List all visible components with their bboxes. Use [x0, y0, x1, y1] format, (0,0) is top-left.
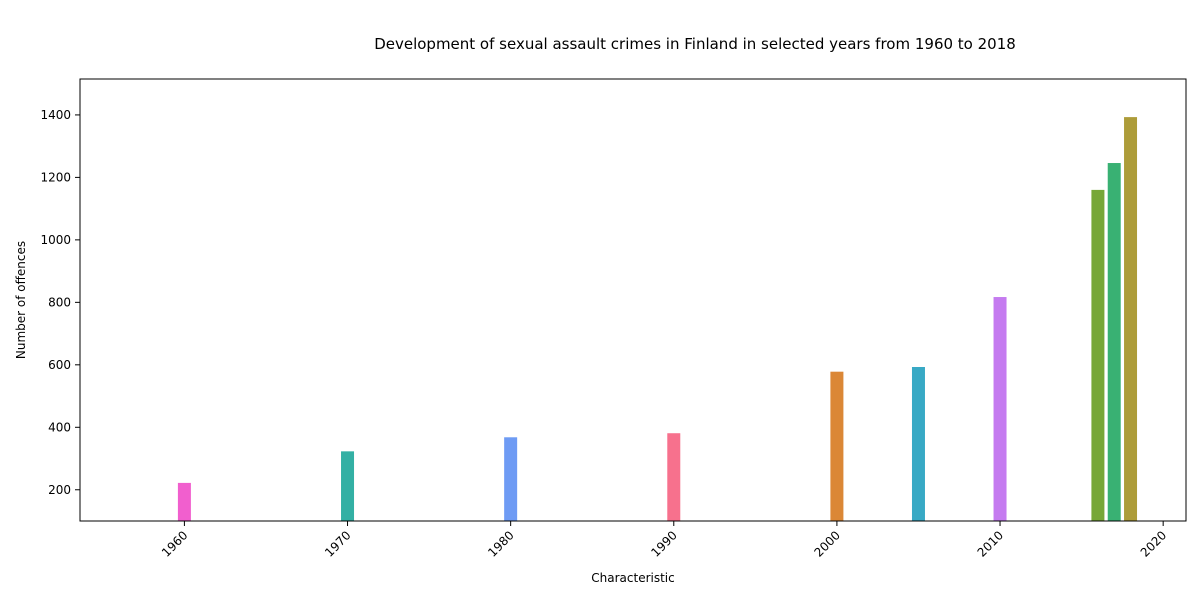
y-axis-label: Number of offences	[14, 241, 28, 359]
x-tick-label: 1970	[322, 528, 353, 559]
y-tick-label: 600	[48, 358, 71, 372]
x-tick-label: 2010	[975, 528, 1006, 559]
y-tick-label: 1000	[40, 233, 71, 247]
y-axis-ticks: 200 400 600 800 1000 1200 1400	[40, 108, 80, 497]
bar-2010	[993, 297, 1007, 521]
bar-1970	[341, 451, 355, 521]
x-tick-label: 2020	[1138, 528, 1169, 559]
bar-2018	[1124, 117, 1138, 522]
bar-2005	[911, 367, 925, 521]
bar-1990	[667, 433, 681, 521]
bars-group	[177, 117, 1138, 522]
x-tick-label: 1990	[648, 528, 679, 559]
x-tick-label: 1980	[485, 528, 516, 559]
x-axis-label: Characteristic	[591, 571, 674, 585]
bar-2017	[1107, 163, 1121, 521]
y-tick-label: 1200	[40, 170, 71, 184]
y-tick-label: 200	[48, 483, 71, 497]
x-tick-label: 2000	[812, 528, 843, 559]
y-tick-label: 800	[48, 295, 71, 309]
plot-frame	[79, 78, 1187, 522]
chart-title: Development of sexual assault crimes in …	[374, 35, 1016, 53]
x-tick-label: 1960	[159, 528, 190, 559]
x-axis-ticks: 1960 1970 1980 1990 2000 2010 2020	[159, 521, 1169, 560]
bar-1980	[504, 437, 518, 521]
bar-2016	[1091, 189, 1105, 522]
bar-1960	[177, 482, 191, 521]
y-tick-label: 1400	[40, 108, 71, 122]
bar-2000	[830, 371, 844, 521]
y-tick-label: 400	[48, 420, 71, 434]
